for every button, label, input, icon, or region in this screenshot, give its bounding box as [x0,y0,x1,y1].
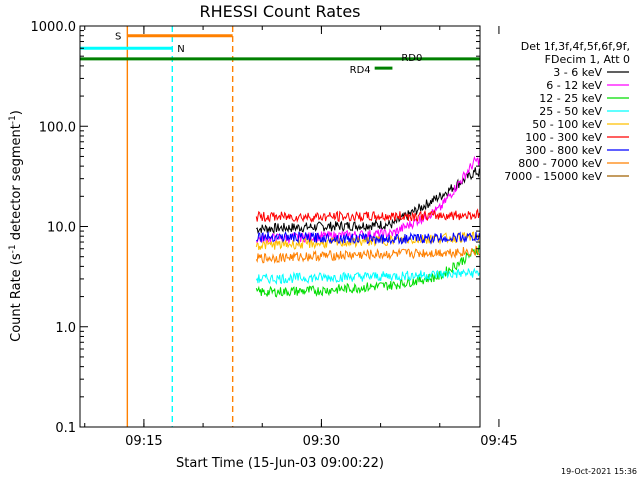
series-line [255,155,480,245]
y-axis-label-main: Count Rate (s [9,253,24,342]
y-axis-label: Count Rate (s-1 detector segment-1) [8,110,24,342]
y-axis-ticks: 0.1 1.0 10.0 100.0 1000.0 [31,20,480,436]
flag-label: N [177,44,184,55]
legend-label: 25 - 50 keV [539,105,602,118]
y-tick-label: 100.0 [39,120,76,135]
timestamp: 19-Oct-2021 15:36 [561,467,637,476]
flag-label: S [115,32,121,43]
legend-header-line-1: Det 1f,3f,4f,5f,6f,9f, [521,40,630,53]
series-line [255,267,480,285]
legend-header-line-2: FDecim 1, Att 0 [545,53,630,66]
y-tick-label: 1000.0 [31,20,77,35]
plot-frame [79,25,481,428]
series-line [255,167,480,235]
series-line [255,208,480,224]
y-tick-label: 0.1 [55,421,76,436]
y-tick-label: 1.0 [55,321,76,336]
x-tick-label: 09:15 [125,434,162,449]
x-axis-label: Start Time (15-Jun-03 09:00:22) [176,456,384,471]
y-axis-label-close: ) [9,110,24,115]
legend-label: 12 - 25 keV [539,92,602,105]
legend-label: 50 - 100 keV [532,118,602,131]
legend-label: 6 - 12 keV [546,79,602,92]
legend-label: 3 - 6 keV [553,66,602,79]
legend-label: 300 - 800 keV [525,144,602,157]
flag-label: RD0 [401,53,422,64]
series-line [255,231,480,251]
y-axis-label-rest: detector segment [9,124,24,244]
x-tick-label: 09:30 [303,434,340,449]
legend-label: 800 - 7000 keV [518,157,602,170]
x-tick-label: 09:45 [480,434,517,449]
plot-area: S N RD4 RD0 [80,26,481,427]
series-line [255,245,480,264]
chart-title: RHESSI Count Rates [200,2,361,21]
legend-label: 100 - 300 keV [525,131,602,144]
y-axis-label-sup: -1 [8,244,18,253]
legend-label: 7000 - 15000 keV [504,170,602,183]
legend: Det 1f,3f,4f,5f,6f,9f, FDecim 1, Att 0 3… [504,40,630,183]
flag-label: RD4 [350,65,371,76]
series-line [256,231,480,245]
y-tick-label: 10.0 [47,221,76,236]
y-axis-label-sup2: -1 [8,115,18,124]
